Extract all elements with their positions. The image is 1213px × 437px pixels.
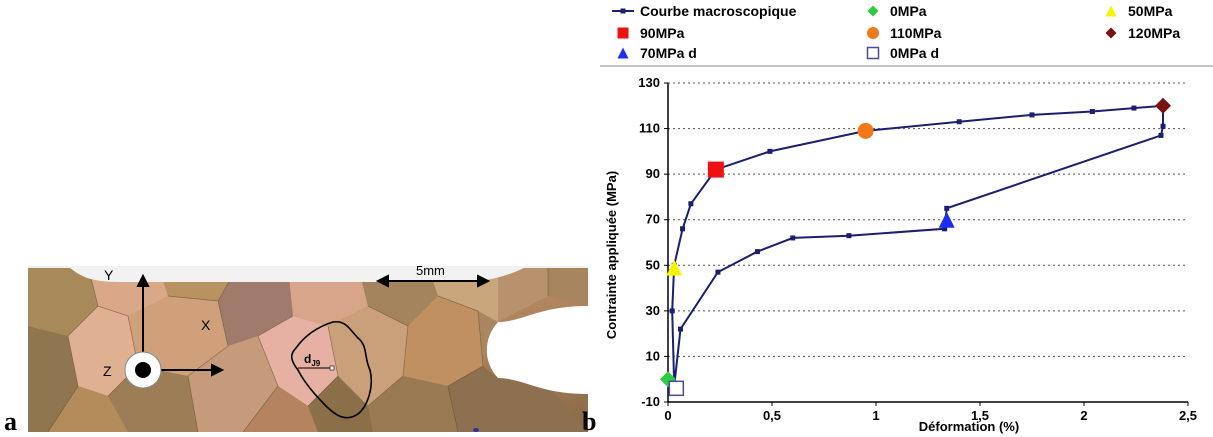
y-tick-label-5: 90 bbox=[646, 166, 660, 181]
scale-bar bbox=[375, 274, 491, 288]
legend-courbe-macroscopique-label: Courbe macroscopique bbox=[640, 3, 797, 19]
specimen-photo: Y X Z 5mm dJ9 bbox=[28, 266, 588, 432]
macro-curve-point-6 bbox=[767, 148, 773, 154]
legend-110mpa-label: 110MPa bbox=[890, 25, 942, 41]
macro-curve-point-1 bbox=[669, 308, 675, 314]
chart-grid bbox=[668, 82, 1188, 357]
macro-curve-point-3 bbox=[680, 226, 686, 232]
y-tick-label-6: 110 bbox=[639, 121, 660, 136]
macro-curve-point-4 bbox=[688, 201, 694, 207]
x-tick-label-5: 2,5 bbox=[1179, 408, 1197, 423]
x-tick-label-3: 1,5 bbox=[971, 408, 989, 423]
macro-curve-point-15 bbox=[944, 205, 950, 211]
macro-curve-point-8 bbox=[956, 119, 962, 125]
z-axis-dot bbox=[135, 362, 151, 378]
legend-90mpa-label: 90MPa bbox=[640, 25, 685, 41]
legend-0mpa-d-marker bbox=[866, 46, 880, 60]
axis-z-label: Z bbox=[103, 363, 112, 379]
macro-curve-point-14 bbox=[1158, 132, 1164, 138]
macro-curve-point-16 bbox=[942, 226, 948, 232]
legend-0mpa-marker bbox=[867, 5, 879, 17]
stress-strain-chart: Courbe macroscopique 0MPa 50MPa 90MPa 110MPa… bbox=[600, 3, 1213, 434]
y-tick-label-3: 50 bbox=[646, 257, 660, 272]
macro-curve-point-10 bbox=[1089, 108, 1095, 114]
macro-curve-point-13 bbox=[1160, 123, 1166, 129]
y-tick-label-4: 70 bbox=[646, 212, 660, 227]
specimen-mark bbox=[473, 428, 479, 432]
axis-x-label: X bbox=[201, 317, 211, 333]
macro-curve-point-11 bbox=[1131, 105, 1137, 111]
x-axis-label: Déformation (%) bbox=[919, 419, 1019, 434]
macro-curve-point-21 bbox=[677, 326, 683, 332]
x-tick-label-4: 2 bbox=[1080, 408, 1087, 423]
scale-bar-label: 5mm bbox=[416, 266, 445, 278]
y-tick-label-2: 30 bbox=[646, 303, 660, 318]
marker-120mpa-0 bbox=[1155, 97, 1172, 114]
marker-110mpa-0 bbox=[857, 122, 874, 139]
macro-curve-point-20 bbox=[715, 269, 721, 275]
y-tick-label-7: 130 bbox=[638, 75, 660, 90]
y-tick-label-1: 10 bbox=[646, 348, 660, 363]
x-tick-label-2: 1 bbox=[872, 408, 879, 423]
chart-axes bbox=[664, 82, 1189, 406]
legend-0mpa-label: 0MPa bbox=[890, 3, 927, 19]
legend-70mpa-d-marker bbox=[617, 47, 629, 59]
legend-50mpa-label: 50MPa bbox=[1128, 3, 1173, 19]
marker-50mpa-0 bbox=[666, 259, 683, 276]
legend-120mpa-label: 120MPa bbox=[1128, 25, 1180, 41]
macro-curve-point-9 bbox=[1029, 112, 1035, 118]
legend-courbe-macroscopique-marker bbox=[620, 8, 626, 14]
chart-legend: Courbe macroscopique 0MPa 50MPa 90MPa 110MPa… bbox=[612, 3, 1180, 61]
x-tick-label-0: 0 bbox=[664, 408, 671, 423]
legend-90mpa-marker bbox=[617, 27, 629, 39]
chart-tick-labels: -10 10 30 50 70 90 110 130 0 0,5 1 1,5 2 2,5 bbox=[638, 75, 1197, 423]
y-axis-label: Contrainte appliquée (MPa) bbox=[604, 171, 619, 339]
specimen-top-edge bbox=[68, 266, 528, 282]
chart-series bbox=[669, 103, 1166, 389]
marker-0mpa-d-0 bbox=[668, 380, 685, 397]
macro-curve-point-17 bbox=[846, 233, 852, 239]
marker-90mpa-0 bbox=[707, 161, 724, 178]
axis-y-label: Y bbox=[104, 267, 114, 283]
macro-curve-point-19 bbox=[754, 249, 760, 255]
panel-b-letter: b bbox=[582, 407, 597, 436]
specimen-grains bbox=[28, 266, 588, 432]
grain-diameter-end-marker bbox=[329, 365, 335, 371]
marker-70mpa-d-0 bbox=[938, 211, 955, 228]
grain-label: dJ9 bbox=[304, 352, 321, 368]
x-tick-label-1: 0,5 bbox=[763, 408, 781, 423]
macro-curve-line bbox=[671, 104, 1164, 387]
y-tick-label-0: -10 bbox=[641, 394, 660, 409]
legend-70mpa-d-label: 70MPa d bbox=[640, 45, 697, 61]
grain-j9-outline bbox=[290, 320, 373, 419]
legend-120mpa-marker bbox=[1105, 27, 1117, 39]
panel-a-letter: a bbox=[4, 407, 17, 436]
legend-50mpa-marker bbox=[1105, 5, 1117, 17]
macro-curve-point-18 bbox=[790, 235, 796, 241]
legend-0mpa-d-label: 0MPa d bbox=[890, 45, 939, 61]
legend-110mpa-marker bbox=[867, 27, 879, 39]
chart-markers bbox=[660, 97, 1172, 397]
